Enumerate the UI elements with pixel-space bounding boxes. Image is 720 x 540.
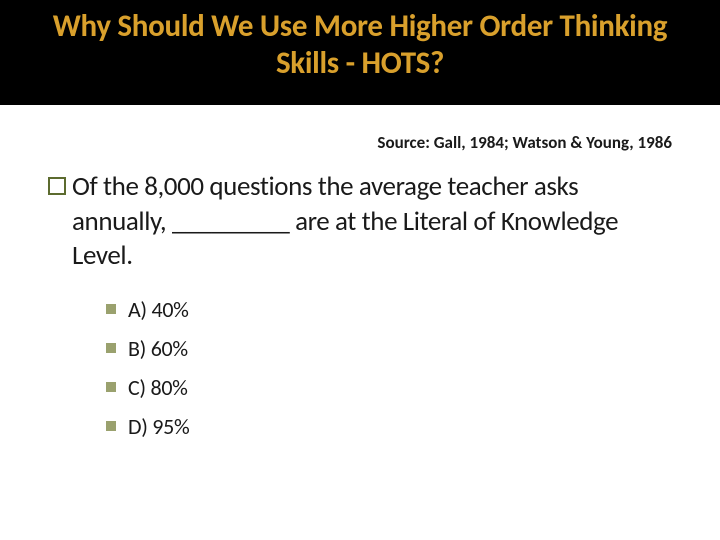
option-b: B) 60% <box>106 335 672 362</box>
mini-bullet-icon <box>106 304 116 314</box>
square-bullet-icon <box>48 177 66 195</box>
options-list: A) 40% B) 60% C) 80% D) 95% <box>106 296 672 440</box>
mini-bullet-icon <box>106 421 116 431</box>
question-row: Of the 8,000 questions the average teach… <box>48 170 672 274</box>
option-a: A) 40% <box>106 296 672 323</box>
option-c: C) 80% <box>106 374 672 401</box>
question-text: Of the 8,000 questions the average teach… <box>72 170 672 274</box>
mini-bullet-icon <box>106 382 116 392</box>
source-citation: Source: Gall, 1984; Watson & Young, 1986 <box>377 132 672 153</box>
slide-title: Why Should We Use More Higher Order Thin… <box>40 8 680 81</box>
option-label: D) 95% <box>128 413 189 440</box>
option-label: A) 40% <box>128 296 189 323</box>
mini-bullet-icon <box>106 343 116 353</box>
option-label: C) 80% <box>128 374 188 401</box>
title-band: Why Should We Use More Higher Order Thin… <box>0 0 720 105</box>
option-label: B) 60% <box>128 335 188 362</box>
option-d: D) 95% <box>106 413 672 440</box>
body-area: Of the 8,000 questions the average teach… <box>48 170 672 452</box>
